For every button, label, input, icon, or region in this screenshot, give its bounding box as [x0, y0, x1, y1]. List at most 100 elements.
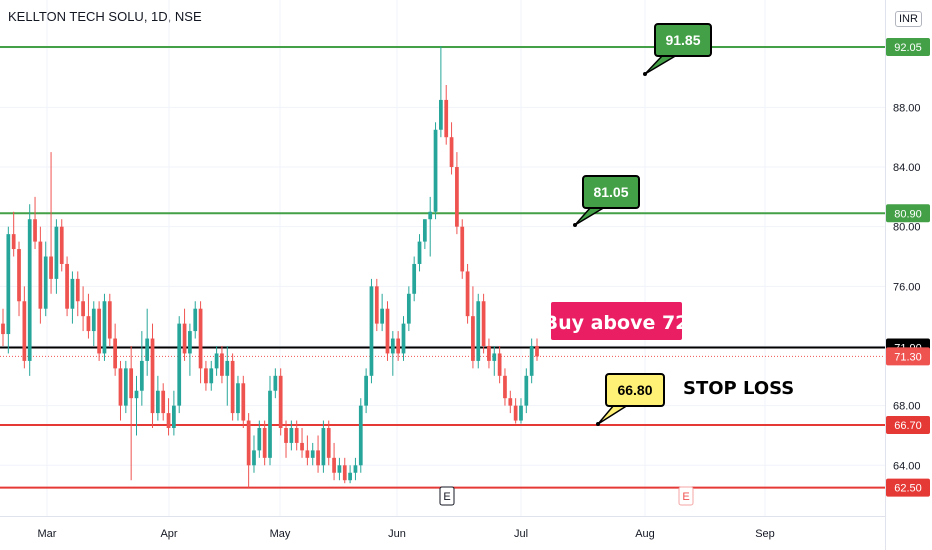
candle-body	[145, 338, 150, 361]
candle-body	[102, 301, 107, 354]
candle-body	[497, 353, 502, 376]
earnings-marker	[678, 486, 694, 506]
candlestick-series	[1, 46, 539, 488]
candle-body	[519, 405, 523, 421]
candle-body	[97, 308, 101, 354]
candle-body	[406, 293, 411, 324]
candle-body	[455, 167, 459, 227]
candle-body	[172, 405, 176, 429]
level-price-label: 92.05	[894, 42, 922, 54]
candle-body	[305, 450, 310, 458]
candle-body	[273, 375, 278, 391]
candle-body	[182, 323, 187, 354]
candle-body	[246, 420, 251, 466]
candle-body	[348, 472, 352, 481]
candle-body	[524, 375, 529, 406]
time-tick-label: May	[270, 528, 291, 540]
currency-badge[interactable]: INR	[895, 11, 922, 27]
candle-body	[161, 390, 166, 414]
candle-body	[204, 368, 208, 384]
candle-body	[214, 353, 219, 369]
candle-body	[337, 465, 342, 473]
candle-body	[38, 241, 43, 309]
candle-body	[417, 241, 422, 264]
candle-body	[129, 368, 134, 399]
candle-body	[241, 383, 246, 421]
earnings-marker-label: E	[682, 491, 689, 503]
callout-anchor	[643, 72, 647, 76]
chart-title: KELLTON TECH SOLU, 1D, NSE	[8, 9, 202, 24]
candle-body	[369, 286, 374, 376]
candle-body	[529, 345, 534, 376]
earnings-marker	[439, 486, 455, 506]
time-tick-label: Aug	[635, 528, 655, 540]
candle-body	[481, 301, 486, 346]
candle-body	[81, 301, 85, 317]
buy-annotation-box	[551, 302, 682, 340]
callout-pointer	[597, 404, 631, 425]
grid-lines	[0, 0, 885, 516]
candle-body	[6, 234, 11, 335]
candle-body	[27, 219, 32, 361]
candle-body	[428, 211, 433, 220]
callout-pointer	[644, 54, 680, 75]
candle-body	[22, 301, 27, 361]
candle-body	[17, 249, 21, 302]
candle-body	[316, 450, 320, 466]
callout-box	[654, 23, 712, 57]
candle-body	[396, 338, 401, 354]
candle-body	[342, 465, 347, 481]
price-tick-label: 80.00	[893, 222, 921, 234]
level-price-tag	[886, 204, 930, 223]
candle-body	[364, 375, 368, 406]
callout-label: 91.85	[665, 32, 700, 48]
candle-body	[107, 301, 112, 339]
candle-body	[257, 428, 262, 451]
callout-box	[605, 373, 665, 407]
price-tick-label: 64.00	[893, 460, 921, 472]
callout-pointer	[574, 206, 608, 226]
candle-body	[284, 428, 288, 443]
candle-body	[289, 428, 294, 443]
candle-body	[91, 308, 96, 332]
candle-body	[1, 323, 5, 335]
candle-body	[444, 99, 449, 138]
level-price-label: 80.90	[894, 208, 922, 220]
level-price-tag	[886, 416, 930, 435]
price-axis[interactable]: 64.0068.0072.0076.0080.0084.0088.0092.00…	[885, 0, 931, 550]
time-tick-label: Jul	[514, 528, 528, 540]
candle-body	[209, 368, 214, 384]
candle-body	[503, 375, 507, 399]
candle-body	[358, 405, 363, 466]
candle-body	[310, 450, 315, 458]
candle-body	[433, 129, 438, 212]
candle-body	[332, 457, 336, 473]
earnings-marker-label: E	[443, 491, 450, 503]
candle-body	[353, 465, 358, 473]
callout-label: 81.05	[593, 184, 628, 200]
candle-body	[476, 301, 481, 361]
candle-body	[134, 390, 139, 399]
callout-anchor	[596, 422, 600, 426]
candle-body	[49, 256, 53, 279]
candle-body	[326, 428, 331, 458]
candle-body	[422, 219, 427, 242]
time-axis[interactable]: Mar Apr May Jun Jul Aug Sep E E	[0, 486, 885, 540]
candle-body	[380, 308, 385, 324]
candle-body	[65, 263, 69, 309]
candle-body	[188, 331, 192, 354]
candle-body	[487, 345, 491, 361]
candle-body	[75, 278, 80, 302]
candle-body	[113, 338, 118, 369]
candle-body	[118, 368, 123, 406]
candle-body	[300, 442, 304, 451]
candle-body	[412, 263, 417, 294]
candle-body	[390, 338, 395, 354]
candle-body	[11, 234, 16, 250]
candle-body	[54, 226, 59, 279]
candle-body	[236, 383, 240, 414]
candle-body	[535, 345, 539, 357]
buy-annotation-label: Buy above 72	[544, 312, 689, 334]
candle-body	[321, 428, 326, 466]
